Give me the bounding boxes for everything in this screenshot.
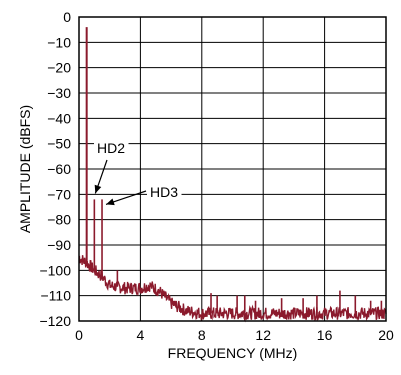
x-axis-title: FREQUENCY (MHz)	[168, 345, 298, 361]
x-tick-label: 0	[75, 327, 83, 343]
x-tick-label: 20	[378, 327, 394, 343]
annotation-background	[147, 183, 182, 201]
y-tick-label: −50	[47, 136, 71, 152]
annotation-background	[94, 139, 129, 157]
noise-floor-trace	[78, 255, 387, 323]
y-tick-label: 0	[63, 9, 71, 25]
annotation-label-hd2: HD2	[97, 140, 125, 156]
y-tick-label: −80	[47, 212, 71, 228]
y-tick-label: −10	[47, 34, 71, 50]
plot-frame	[78, 16, 387, 322]
y-tick-label: −90	[47, 237, 71, 253]
annotation-label-hd3: HD3	[150, 184, 178, 200]
annotation-arrowhead	[94, 184, 102, 194]
y-tick-label: −120	[39, 313, 71, 329]
y-tick-label: −40	[47, 110, 71, 126]
x-tick-label: 4	[137, 327, 145, 343]
y-tick-label: −20	[47, 60, 71, 76]
y-tick-label: −60	[47, 161, 71, 177]
x-tick-label: 16	[317, 327, 333, 343]
y-tick-label: −100	[39, 262, 71, 278]
y-tick-label: −110	[41, 288, 72, 304]
y-tick-label: −30	[47, 85, 71, 101]
annotation-arrowhead	[106, 198, 115, 206]
x-tick-label: 8	[198, 327, 206, 343]
y-tick-label: −70	[47, 186, 71, 202]
y-axis-title: AMPLITUDE (dBFS)	[17, 105, 33, 233]
x-tick-label: 12	[255, 327, 271, 343]
